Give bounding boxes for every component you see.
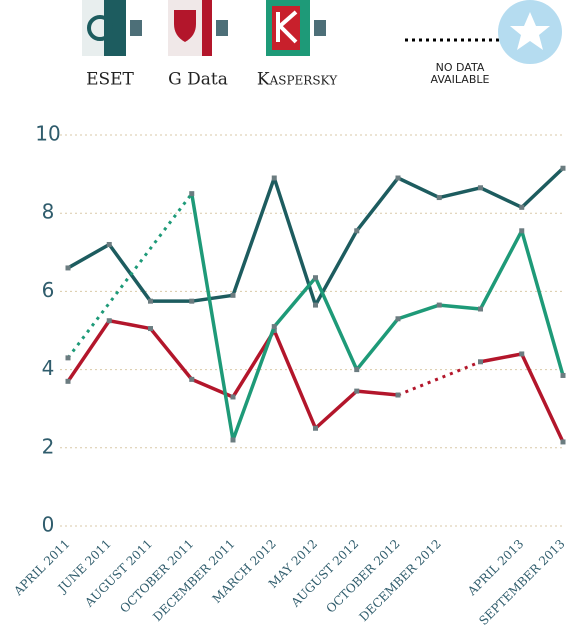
point-marker [313,425,318,431]
point-marker [519,204,525,210]
x-tick-label: OCTOBER 2011 [117,537,196,616]
point-marker [148,326,153,332]
y-tick-label: 0 [42,513,55,537]
point-marker [65,355,71,361]
eset-icon [82,0,142,56]
gdata-icon [168,0,228,56]
logo [498,0,562,64]
point-marker [395,175,401,181]
point-marker [230,437,236,443]
no-data-label: NO DATA AVAILABLE [430,61,490,86]
point-marker [354,388,360,394]
series-line [66,318,565,443]
point-marker [478,185,483,191]
no-data-connector [66,192,193,359]
series-line [67,166,565,307]
point-marker [560,439,566,445]
point-marker [189,298,195,304]
point-marker [230,394,236,400]
point-marker [519,228,525,234]
point-marker [436,302,442,308]
y-tick-label: 4 [42,356,55,380]
point-marker [313,302,318,308]
no-data-connector [397,360,482,397]
point-marker [106,241,112,247]
point-marker [560,372,566,378]
point-marker [478,306,483,312]
point-marker [354,367,360,373]
y-tick-label: 2 [42,434,55,458]
y-tick-label: 8 [42,200,55,224]
point-marker [395,392,401,398]
x-tick-label: OCTOBER 2012 [324,537,403,616]
point-marker [189,376,195,382]
point-marker [106,318,112,324]
legend-label: G Data [168,70,228,90]
point-marker [478,359,483,365]
point-marker [189,191,195,197]
point-marker [148,298,153,304]
point-marker [395,316,401,322]
point-marker [436,195,442,201]
series-line [190,193,565,442]
y-tick-label: 10 [35,122,60,146]
point-marker [271,175,277,181]
point-marker [560,165,566,171]
point-marker [230,292,236,298]
point-marker [519,351,525,357]
point-marker [65,265,71,271]
y-tick-label: 6 [42,278,55,302]
legend-label: Kaspersky [257,70,338,90]
legend-label: ESET [86,70,134,90]
point-marker [313,275,318,281]
kaspersky-icon [266,0,326,56]
point-marker [65,378,71,384]
point-marker [271,324,277,330]
point-marker [354,228,360,234]
x-tick-label: DECEMBER 2012 [356,537,443,624]
